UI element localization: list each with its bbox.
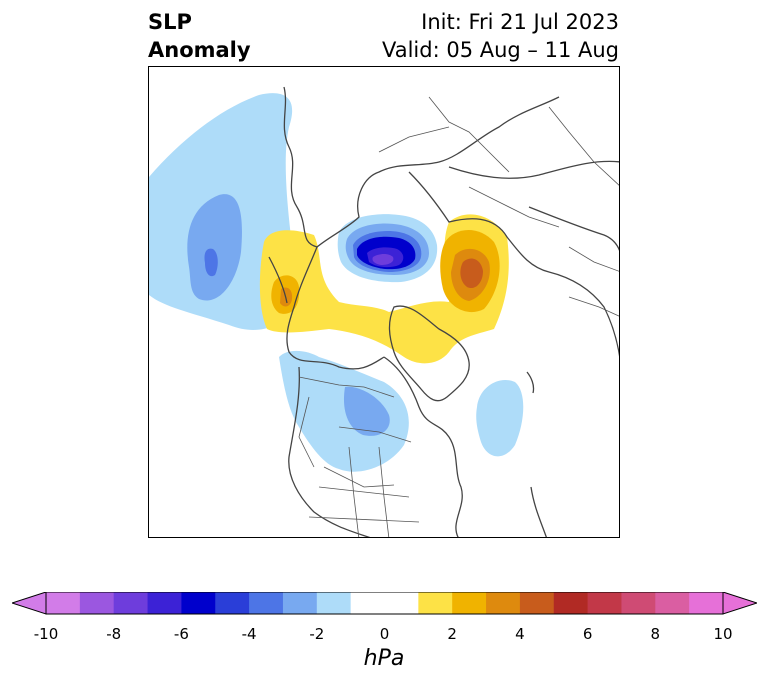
colorbar-outline xyxy=(45,592,724,615)
colorbar-cell xyxy=(486,592,521,614)
colorbar-tick-label: 4 xyxy=(515,625,525,643)
colorbar-cell xyxy=(350,592,385,614)
colorbar-cell xyxy=(418,592,453,614)
pacific-low-contour-3 xyxy=(204,248,218,277)
colorbar-tick-label: -10 xyxy=(33,625,59,643)
colorbar-tick-label: -4 xyxy=(241,625,257,643)
colorbar-cell xyxy=(79,592,115,614)
valid-range: Valid: 05 Aug – 11 Aug xyxy=(381,38,619,62)
colorbar-cell xyxy=(689,592,724,614)
colorbar-tick-label: 6 xyxy=(582,625,593,643)
country-borders xyxy=(298,96,619,537)
colorbar xyxy=(12,592,757,615)
canada-low-contour-1 xyxy=(279,350,409,472)
pacific-low-contour-2 xyxy=(187,194,242,301)
canada-low-contour-2 xyxy=(343,386,390,436)
anomaly-fills xyxy=(149,93,524,472)
siberian-high-contour-4 xyxy=(460,258,483,289)
colorbar-tick-label: -6 xyxy=(173,625,189,643)
colorbar-cell xyxy=(46,592,81,614)
colorbar-cell xyxy=(249,592,284,614)
colorbar-extend-low xyxy=(12,592,47,615)
colorbar-cell xyxy=(113,592,149,614)
valid-info: Init: Fri 21 Jul 2023 Valid: 05 Aug – 11… xyxy=(382,8,619,64)
colorbar-cell xyxy=(655,592,690,614)
slp-anomaly-map xyxy=(149,86,619,537)
colorbar-cell xyxy=(316,592,352,614)
colorbar-cell xyxy=(384,592,419,614)
colorbar-cell xyxy=(282,592,318,614)
colorbar-cell xyxy=(181,592,216,614)
colorbar-cell xyxy=(215,592,250,614)
colorbar-tick-label: 0 xyxy=(379,625,390,643)
map-title: SLP Anomaly xyxy=(148,8,251,64)
arctic-low-contour-6 xyxy=(372,254,394,265)
coastlines xyxy=(268,86,619,537)
colorbar-tick-label: 8 xyxy=(650,625,661,643)
colorbar-tick-label: 2 xyxy=(447,625,457,643)
colorbar-cell xyxy=(621,592,656,614)
colorbar-cell xyxy=(147,592,182,614)
init-date: Init: Fri 21 Jul 2023 xyxy=(421,10,619,34)
colorbar-tick-label: -8 xyxy=(106,625,122,643)
title-line-2: Anomaly xyxy=(148,38,251,62)
map-panel xyxy=(148,66,620,538)
colorbar-extend-high xyxy=(722,592,757,615)
atlantic-low-contour-1 xyxy=(476,379,524,457)
colorbar-unit: hPa xyxy=(363,646,405,671)
colorbar-tick-label: 10 xyxy=(713,625,733,643)
colorbar-cell xyxy=(587,592,622,614)
title-line-1: SLP xyxy=(148,10,192,34)
colorbar-cell xyxy=(519,592,555,614)
colorbar-cell xyxy=(553,592,589,614)
colorbar-tick-label: -2 xyxy=(309,625,325,643)
colorbar-cell xyxy=(452,592,487,614)
